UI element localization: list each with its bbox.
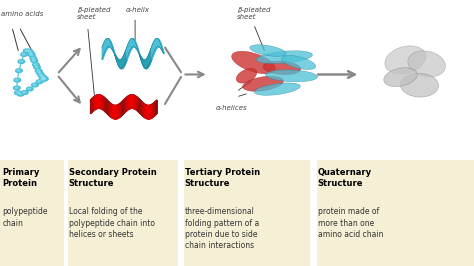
Ellipse shape xyxy=(256,51,312,64)
FancyBboxPatch shape xyxy=(313,160,317,266)
Circle shape xyxy=(30,56,36,60)
Ellipse shape xyxy=(263,61,301,75)
Ellipse shape xyxy=(385,46,426,74)
Circle shape xyxy=(41,79,44,80)
Circle shape xyxy=(28,53,35,57)
Circle shape xyxy=(16,79,18,81)
Circle shape xyxy=(19,61,22,62)
Text: α-helix: α-helix xyxy=(126,7,150,13)
FancyBboxPatch shape xyxy=(64,160,68,266)
Circle shape xyxy=(30,54,33,55)
Circle shape xyxy=(15,87,18,88)
Text: β-pleated
sheet: β-pleated sheet xyxy=(237,7,271,20)
Ellipse shape xyxy=(384,68,417,86)
Text: Secondary Protein
Structure: Secondary Protein Structure xyxy=(69,168,156,188)
Text: β-pleated
sheet: β-pleated sheet xyxy=(77,7,110,20)
FancyBboxPatch shape xyxy=(66,160,178,266)
FancyBboxPatch shape xyxy=(182,160,310,266)
Circle shape xyxy=(39,74,42,76)
Circle shape xyxy=(17,92,24,96)
Circle shape xyxy=(25,50,27,51)
Circle shape xyxy=(27,50,30,52)
Text: α-helices: α-helices xyxy=(216,105,247,111)
Circle shape xyxy=(31,59,37,63)
Circle shape xyxy=(23,49,30,53)
Circle shape xyxy=(22,53,25,55)
Circle shape xyxy=(34,64,37,65)
Text: Local folding of the
polypeptide chain into
helices or sheets: Local folding of the polypeptide chain i… xyxy=(69,207,155,239)
Circle shape xyxy=(27,51,34,55)
Circle shape xyxy=(29,52,32,53)
Text: three-dimensional
folding pattern of a
protein due to side
chain interactions: three-dimensional folding pattern of a p… xyxy=(185,207,259,250)
Text: Tertiary Protein
Structure: Tertiary Protein Structure xyxy=(185,168,260,188)
Circle shape xyxy=(41,77,48,81)
Circle shape xyxy=(23,92,26,93)
Circle shape xyxy=(39,75,46,78)
Circle shape xyxy=(40,76,43,77)
Ellipse shape xyxy=(282,56,316,69)
Ellipse shape xyxy=(232,51,275,74)
Circle shape xyxy=(39,78,46,82)
Circle shape xyxy=(33,63,39,66)
Circle shape xyxy=(27,87,33,91)
Circle shape xyxy=(42,77,44,78)
Circle shape xyxy=(34,65,40,69)
Circle shape xyxy=(13,86,20,90)
Circle shape xyxy=(33,84,36,85)
Circle shape xyxy=(37,70,39,71)
Ellipse shape xyxy=(408,51,446,77)
Circle shape xyxy=(38,72,41,73)
Circle shape xyxy=(16,69,22,73)
Circle shape xyxy=(36,80,43,84)
Text: amino acids: amino acids xyxy=(1,11,43,17)
Circle shape xyxy=(32,83,38,87)
Circle shape xyxy=(18,60,25,63)
FancyBboxPatch shape xyxy=(180,160,184,266)
Ellipse shape xyxy=(236,69,257,83)
Circle shape xyxy=(33,60,35,61)
Circle shape xyxy=(15,91,21,95)
Text: protein made of
more than one
amino acid chain: protein made of more than one amino acid… xyxy=(318,207,383,239)
Circle shape xyxy=(43,78,46,79)
Circle shape xyxy=(36,69,42,73)
Ellipse shape xyxy=(250,45,286,56)
Circle shape xyxy=(26,49,33,53)
Text: Primary
Protein: Primary Protein xyxy=(2,168,40,188)
Text: Quaternary
Structure: Quaternary Structure xyxy=(318,168,372,188)
FancyBboxPatch shape xyxy=(0,160,64,266)
Circle shape xyxy=(43,78,46,80)
Circle shape xyxy=(16,92,19,93)
Ellipse shape xyxy=(401,73,438,97)
Circle shape xyxy=(21,91,28,94)
Circle shape xyxy=(19,93,21,95)
Circle shape xyxy=(38,73,45,77)
Circle shape xyxy=(17,70,20,71)
Circle shape xyxy=(40,76,47,80)
Circle shape xyxy=(35,66,38,68)
FancyBboxPatch shape xyxy=(315,160,474,266)
Circle shape xyxy=(41,77,48,81)
Text: polypeptide
chain: polypeptide chain xyxy=(2,207,48,228)
Circle shape xyxy=(41,76,47,80)
Circle shape xyxy=(31,57,34,59)
Circle shape xyxy=(42,77,45,79)
Ellipse shape xyxy=(243,76,283,91)
Circle shape xyxy=(28,88,31,89)
Circle shape xyxy=(38,81,40,82)
Ellipse shape xyxy=(254,83,301,95)
Circle shape xyxy=(21,53,27,56)
Circle shape xyxy=(14,78,20,82)
Circle shape xyxy=(36,71,43,75)
Ellipse shape xyxy=(265,70,318,82)
